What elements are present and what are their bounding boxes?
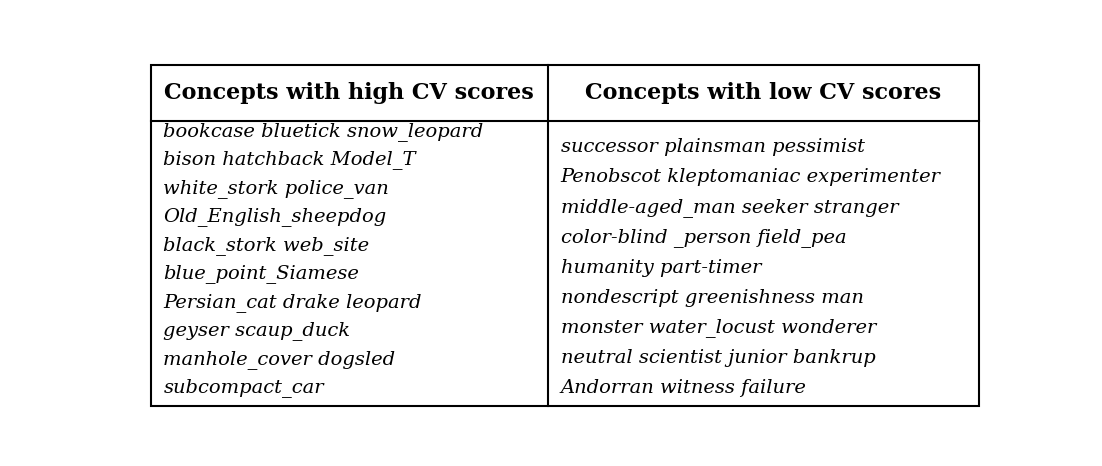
Text: Old_English_sheepdog: Old_English_sheepdog [163,207,387,226]
Text: subcompact_car: subcompact_car [163,378,324,397]
Text: white_stork police_van: white_stork police_van [163,179,389,198]
Text: manhole_cover dogsled: manhole_cover dogsled [163,350,396,369]
Text: nondescript greenishness man: nondescript greenishness man [561,288,863,307]
Text: Persian_cat drake leopard: Persian_cat drake leopard [163,293,422,312]
Text: bookcase bluetick snow_leopard: bookcase bluetick snow_leopard [163,122,484,141]
Text: neutral scientist junior bankrup: neutral scientist junior bankrup [561,349,875,367]
Text: color-blind _person field_pea: color-blind _person field_pea [561,228,846,247]
Text: bison hatchback Model_T: bison hatchback Model_T [163,151,415,169]
Text: humanity part-timer: humanity part-timer [561,259,761,276]
Text: blue_point_Siamese: blue_point_Siamese [163,264,359,283]
Text: Concepts with high CV scores: Concepts with high CV scores [164,82,534,104]
Text: Andorran witness failure: Andorran witness failure [561,379,807,397]
Text: geyser scaup_duck: geyser scaup_duck [163,322,350,341]
Text: Concepts with low CV scores: Concepts with low CV scores [585,82,941,104]
Text: Penobscot kleptomaniac experimenter: Penobscot kleptomaniac experimenter [561,168,940,186]
Text: successor plainsman pessimist: successor plainsman pessimist [561,138,864,157]
Text: black_stork web_site: black_stork web_site [163,236,369,255]
Text: monster water_locust wonderer: monster water_locust wonderer [561,318,876,337]
Text: middle-aged_man seeker stranger: middle-aged_man seeker stranger [561,198,898,217]
